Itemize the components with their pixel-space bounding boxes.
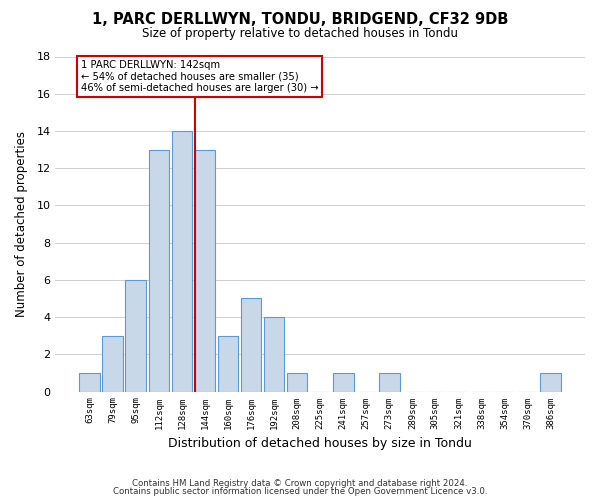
Text: 1 PARC DERLLWYN: 142sqm
← 54% of detached houses are smaller (35)
46% of semi-de: 1 PARC DERLLWYN: 142sqm ← 54% of detache… <box>80 60 318 94</box>
Bar <box>79 373 100 392</box>
Bar <box>194 150 215 392</box>
Bar <box>264 317 284 392</box>
Text: 1, PARC DERLLWYN, TONDU, BRIDGEND, CF32 9DB: 1, PARC DERLLWYN, TONDU, BRIDGEND, CF32 … <box>92 12 508 28</box>
Bar <box>540 373 561 392</box>
Text: Contains HM Land Registry data © Crown copyright and database right 2024.: Contains HM Land Registry data © Crown c… <box>132 478 468 488</box>
Bar <box>172 131 192 392</box>
Bar <box>379 373 400 392</box>
Bar <box>241 298 262 392</box>
Bar <box>333 373 353 392</box>
Text: Contains public sector information licensed under the Open Government Licence v3: Contains public sector information licen… <box>113 487 487 496</box>
Bar <box>103 336 123 392</box>
X-axis label: Distribution of detached houses by size in Tondu: Distribution of detached houses by size … <box>168 437 472 450</box>
Y-axis label: Number of detached properties: Number of detached properties <box>15 131 28 317</box>
Bar <box>149 150 169 392</box>
Bar <box>287 373 307 392</box>
Bar <box>218 336 238 392</box>
Text: Size of property relative to detached houses in Tondu: Size of property relative to detached ho… <box>142 28 458 40</box>
Bar <box>125 280 146 392</box>
